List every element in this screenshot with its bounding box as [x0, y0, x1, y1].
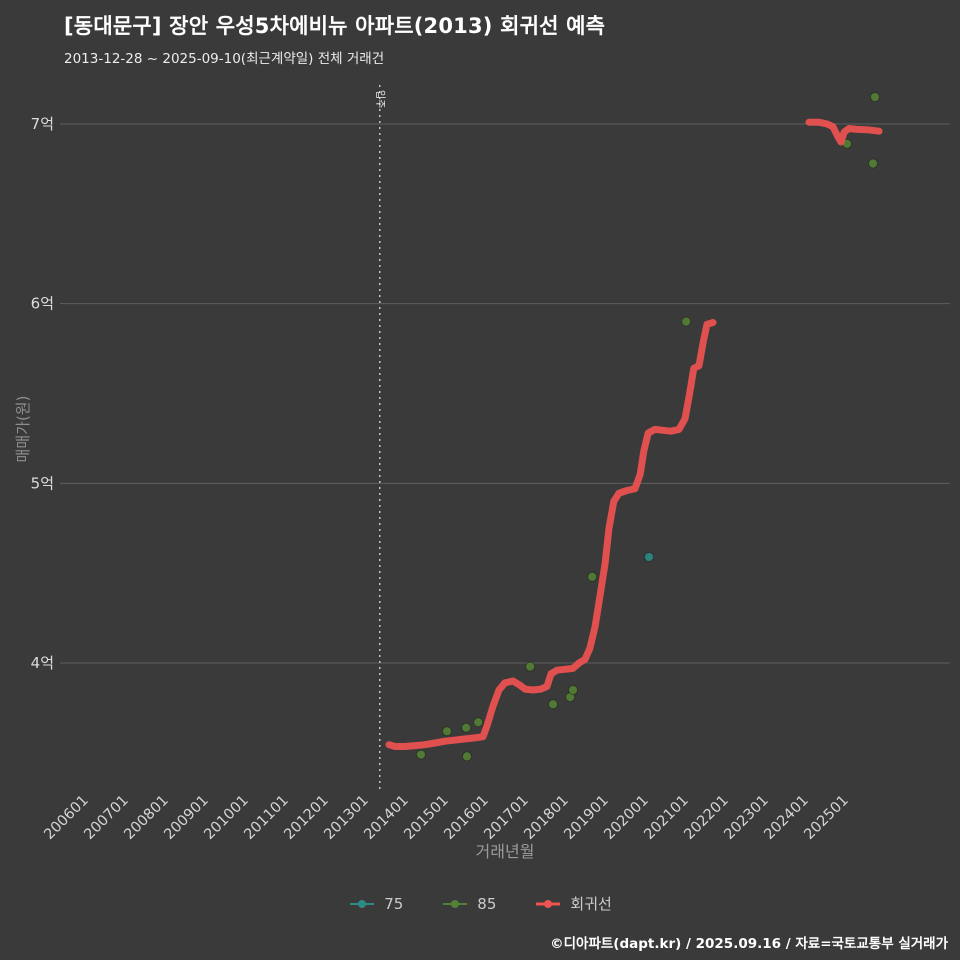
- legend-label: 회귀선: [570, 895, 612, 913]
- legend-label: 85: [477, 894, 497, 913]
- legend-marker-regression-icon: [536, 899, 561, 908]
- data-point-85: [568, 685, 578, 695]
- data-point-85: [442, 726, 452, 737]
- data-point-85: [870, 92, 880, 102]
- data-point-85: [548, 699, 558, 710]
- legend-item-regression[interactable]: 회귀선: [534, 893, 612, 914]
- regression-line: [385, 319, 717, 750]
- data-point-85: [416, 749, 426, 760]
- footer-credit: ©디아파트(dapt.kr) / 2025.09.16 / 자료=국토교통부 실…: [550, 936, 948, 952]
- data-point-85: [473, 717, 484, 728]
- legend-marker-85-icon: [443, 899, 468, 908]
- data-point-85: [587, 571, 598, 582]
- page-subtitle: 2013-12-28 ~ 2025-09-10(최근계약일) 전체 거래건: [64, 51, 385, 67]
- legend-item-85[interactable]: 85: [441, 895, 496, 913]
- y-tick-label: 7억: [31, 115, 54, 133]
- move-in-annotation: 입주: [374, 90, 387, 108]
- y-tick-label: 6억: [31, 295, 54, 313]
- y-axis-label: 매매가(원): [14, 395, 32, 463]
- page-title: [동대문구] 장안 우성5차에비뉴 아파트(2013) 회귀선 예측: [64, 14, 606, 38]
- legend: 75 85 회귀선: [0, 893, 960, 914]
- data-point-75: [644, 552, 654, 562]
- legend-label: 75: [384, 894, 404, 913]
- data-point-85: [525, 661, 536, 672]
- data-point-85: [681, 316, 692, 327]
- y-tick-label: 4억: [31, 654, 54, 672]
- x-axis-label: 거래년월: [475, 842, 535, 861]
- data-point-85: [462, 751, 472, 762]
- y-tick-label: 5억: [31, 474, 54, 492]
- x-tick-label: 202501: [801, 793, 851, 843]
- legend-item-75[interactable]: 75: [348, 895, 403, 913]
- data-point-85: [461, 722, 472, 733]
- legend-marker-75-icon: [350, 899, 375, 908]
- data-point-85: [868, 158, 878, 169]
- regression-line: [805, 118, 883, 146]
- chart-canvas: 4억5억6억7억20060120070120080120090120100120…: [31, 85, 950, 843]
